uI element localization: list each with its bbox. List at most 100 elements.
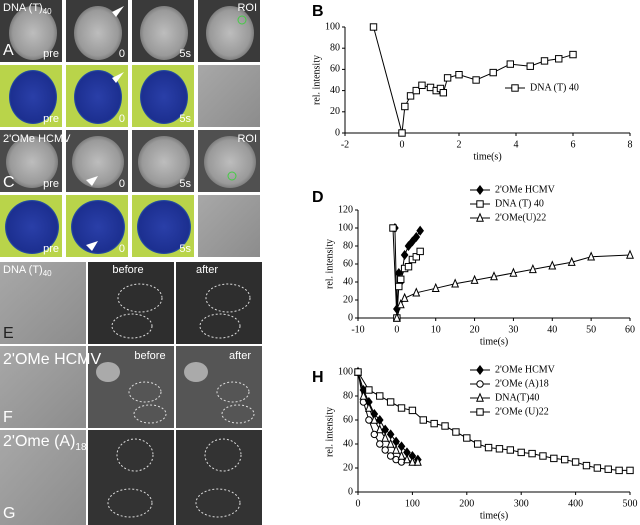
marker: [443, 74, 452, 82]
x-tick-label: 500: [623, 498, 638, 509]
y-tick-label: 0: [348, 486, 353, 497]
marker: [441, 422, 449, 430]
marker: [571, 458, 580, 466]
marker: [404, 240, 413, 252]
micrographs: DNA (T)40 A pre 0 5s ROI pre 0 5s 2'OMe …: [0, 0, 262, 525]
marker: [406, 92, 415, 100]
marker: [473, 440, 482, 448]
y-tick-label: 100: [338, 366, 353, 377]
y-tick-label: 120: [338, 204, 353, 215]
outline: [204, 438, 242, 472]
roi-circle: [227, 171, 237, 181]
marker: [375, 424, 384, 434]
marker: [439, 89, 448, 97]
marker: [418, 81, 426, 89]
outline: [221, 404, 255, 424]
y-tick-label: 100: [325, 21, 340, 32]
y-tick-label: 20: [330, 106, 340, 117]
marker: [526, 62, 534, 70]
panel-letter: B: [312, 3, 324, 20]
marker: [452, 428, 460, 436]
marker: [397, 450, 406, 460]
x-tick-label: 8: [628, 139, 633, 150]
marker: [593, 464, 602, 472]
image: [176, 262, 262, 344]
x-tick-label: 50: [586, 324, 596, 335]
marker: [451, 278, 460, 288]
marker: [412, 253, 420, 261]
x-axis-label: time(s): [473, 151, 501, 162]
nucleus: [138, 136, 190, 188]
x-axis-label: time(s): [480, 510, 508, 521]
outline: [116, 438, 154, 472]
row-g: 2'Ome (A)18 G: [0, 430, 262, 525]
marker: [567, 256, 576, 266]
marker: [386, 452, 395, 460]
row-f: 2'OMe HCMV F before after: [0, 346, 262, 428]
legend-label: 2'OMe HCMV: [495, 364, 556, 375]
panel-letter: G: [3, 505, 15, 522]
marker: [470, 274, 479, 284]
marker: [604, 465, 612, 473]
marker: [400, 249, 409, 261]
y-tick-label: 60: [330, 64, 340, 75]
marker: [472, 76, 480, 84]
marker: [476, 392, 484, 402]
marker: [569, 50, 577, 59]
title: 2'Ome (A): [3, 433, 75, 450]
image: [0, 346, 86, 428]
marker: [548, 260, 557, 270]
marker: [416, 225, 425, 236]
marker: [412, 287, 421, 297]
x-tick-label: 100: [405, 498, 420, 509]
panel-letter: C: [3, 174, 15, 191]
marker: [404, 263, 413, 271]
marker: [476, 380, 484, 388]
image: [0, 430, 86, 525]
caption: 0: [119, 113, 125, 125]
row-c: 2'OMe HCMV C pre 0 5s ROI: [0, 130, 260, 192]
caption: 0: [119, 243, 125, 255]
nucleus: [72, 136, 124, 188]
outline: [107, 488, 153, 518]
title: DNA (T): [3, 2, 43, 14]
image: [176, 430, 262, 525]
panel-letter: E: [3, 325, 14, 342]
image: [176, 346, 262, 428]
x-tick-label: 4: [514, 139, 519, 150]
image: [198, 65, 260, 127]
outline: [128, 381, 162, 403]
row-title: 2'Ome (A)18: [3, 433, 87, 452]
marker: [376, 440, 384, 448]
marker: [400, 292, 409, 302]
caption: 5s: [179, 178, 191, 190]
marker: [509, 267, 518, 277]
caption: 5s: [179, 113, 191, 125]
marker: [615, 466, 623, 475]
panel-letter: A: [3, 42, 14, 59]
caption: ROI: [237, 2, 257, 14]
marker: [626, 466, 634, 475]
marker: [561, 455, 569, 464]
x-tick-label: 200: [459, 498, 474, 509]
caption: 5s: [179, 243, 191, 255]
marker: [495, 445, 504, 453]
marker: [528, 263, 537, 274]
x-tick-label: -2: [341, 139, 349, 150]
marker: [408, 406, 417, 415]
y-axis-label: rel. intensity: [324, 239, 335, 289]
y-axis-label: rel. intensity: [311, 55, 322, 105]
y-tick-label: 40: [343, 276, 353, 287]
row-title: DNA (T)40: [3, 2, 52, 16]
marker: [528, 449, 536, 458]
caption: 0: [119, 48, 125, 60]
marker: [401, 102, 409, 111]
x-tick-label: 0: [394, 324, 399, 335]
x-axis-label: time(s): [480, 336, 508, 347]
marker: [582, 461, 591, 470]
marker: [396, 299, 405, 309]
nucleus: [9, 6, 57, 60]
marker: [397, 275, 405, 284]
x-tick-label: 40: [547, 324, 557, 335]
